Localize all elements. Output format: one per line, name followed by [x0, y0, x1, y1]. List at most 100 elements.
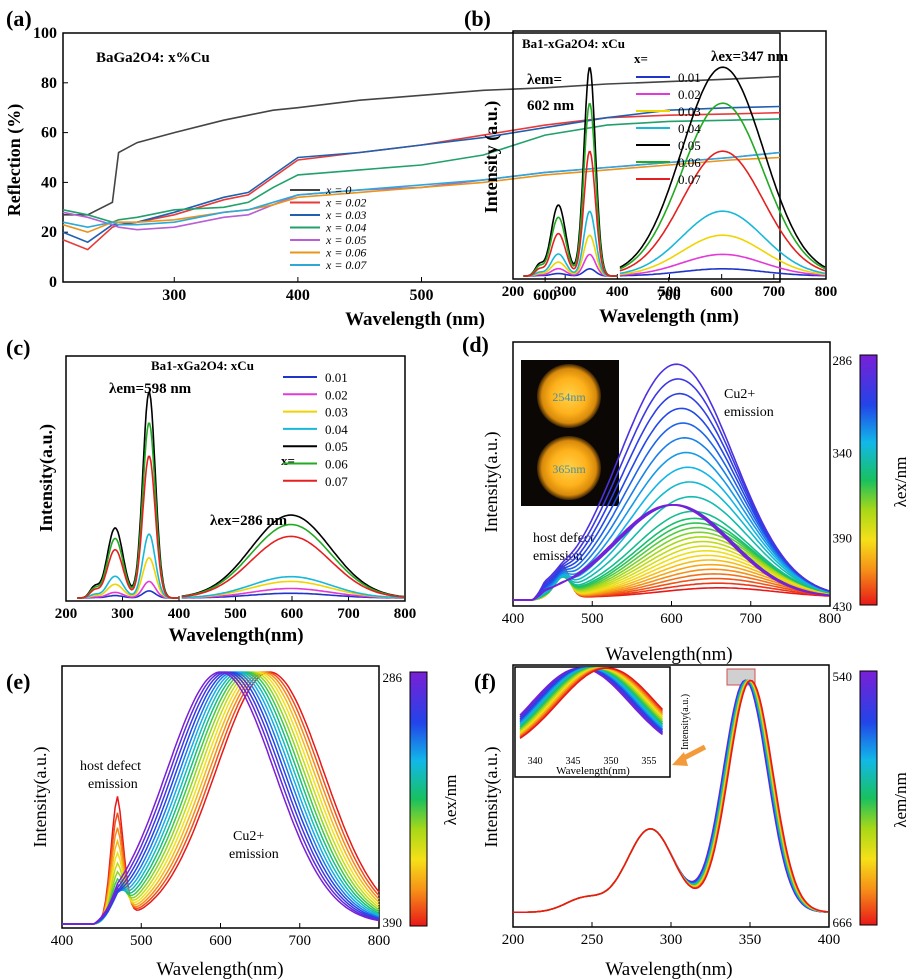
legend-label: 0.07 [325, 474, 348, 489]
emission-line [619, 102, 826, 270]
x-tick-label: 300 [660, 932, 683, 948]
colorbar-tick-label: 390 [383, 915, 403, 930]
panel-e-label: (e) [6, 669, 30, 694]
x-tick-label: 600 [660, 611, 683, 627]
excitation-line [523, 210, 618, 277]
legend-label: x = 0.06 [325, 246, 366, 260]
excitation-line [523, 268, 618, 277]
panel-d-colorbar-ticks: 286 340 390 430 [833, 353, 853, 614]
x-tick-label: 700 [740, 611, 763, 627]
x-tick-label: 300 [111, 606, 134, 622]
x-tick-label: 350 [739, 932, 762, 948]
panel-c-ylabel: Intensity(a.u.) [36, 424, 57, 532]
emission-line [181, 514, 404, 598]
panel-a-annotation: BaGa2O4: x%Cu [96, 50, 210, 66]
panel-d-colorbar [859, 354, 878, 606]
panel-d-ylabel: Intensity(a.u.) [481, 432, 502, 533]
legend-label: x = 0.07 [325, 258, 367, 272]
panel-b: (b) Ba1-xGa2O4: xCu x= λem= 602 nm λex=3… [464, 6, 837, 327]
emission-line [619, 66, 826, 269]
panel-e-annotation-host: host defect [80, 759, 141, 774]
excitation-line [523, 253, 618, 277]
emission-curve [513, 451, 830, 601]
excitation-line [77, 455, 179, 599]
emission-line [181, 575, 404, 599]
panel-b-series [523, 66, 826, 277]
series-line [62, 156, 781, 234]
inset-x-tick-label: 345 [566, 756, 581, 767]
x-tick-label: 200 [55, 606, 78, 622]
y-tick-label: 20 [41, 224, 57, 241]
panel-a-yticks: 0 20 40 60 80 100 [33, 25, 68, 291]
emission-curve [62, 671, 380, 925]
emission-line [181, 587, 404, 599]
panel-d-inset-label-254: 254nm [552, 390, 586, 404]
excitation-line [77, 557, 179, 599]
panel-c-title: Ba1-xGa2O4: xCu [151, 358, 254, 373]
x-tick-label: 800 [815, 284, 838, 300]
panel-c-annotation-em: λem=598 nm [109, 381, 192, 397]
legend-label: 0.05 [678, 138, 701, 153]
x-tick-label: 200 [502, 284, 525, 300]
x-tick-label: 250 [581, 932, 604, 948]
panel-b-annotation-em-value: 602 nm [527, 98, 575, 114]
emission-line [619, 268, 825, 277]
emission-curve [513, 466, 830, 601]
panel-d-annotation-host-emission: emission [533, 549, 583, 564]
x-tick-label: 600 [533, 287, 557, 304]
x-tick-label: 800 [368, 933, 391, 949]
legend-label: x = 0.02 [325, 196, 366, 210]
panel-a-frame [62, 32, 781, 283]
legend-label: 0.06 [325, 457, 348, 472]
legend-label: x = 0.05 [325, 233, 366, 247]
panel-c-annotation-ex: λex=286 nm [210, 513, 288, 529]
panel-a-xticks: 300 400 500 600 700 [162, 277, 681, 304]
panel-f-inset-ylabel: Intensity(a.u.) [680, 694, 691, 750]
panel-e-ylabel: Intensity(a.u.) [30, 747, 51, 848]
excitation-line [77, 580, 179, 599]
emission-curve [62, 671, 380, 925]
panel-b-legend-title: x= [634, 51, 648, 66]
emission-curve [513, 363, 830, 601]
colorbar-tick-label: 340 [833, 445, 853, 460]
panel-e-colorbar-ticks: 286 390 [383, 670, 403, 930]
colorbar-tick-label: 430 [833, 599, 853, 614]
panel-b-title: Ba1-xGa2O4: xCu [522, 36, 625, 51]
inset-curve [519, 667, 664, 739]
x-tick-label: 700 [657, 287, 681, 304]
panel-f-inset-series [519, 667, 664, 739]
panel-b-xticks: 200 300 400 500 600 700 800 [502, 274, 838, 300]
y-tick-label: 80 [41, 75, 57, 92]
colorbar-tick-label: 666 [833, 915, 853, 930]
legend-label: 0.07 [678, 172, 701, 187]
x-tick-label: 800 [394, 606, 417, 622]
colorbar-tick-label: 540 [833, 669, 853, 684]
panel-d-annotation-cu-emission: emission [724, 405, 774, 420]
panel-d-sample-365-glow [537, 436, 601, 500]
x-tick-label: 700 [289, 933, 312, 949]
legend-label: 0.03 [325, 405, 348, 420]
emission-line [619, 253, 826, 276]
emission-curve [62, 671, 380, 925]
series-line [63, 75, 781, 216]
emission-curve [62, 671, 380, 925]
legend-label: x = 0 [325, 183, 351, 197]
x-tick-label: 600 [209, 933, 232, 949]
legend-label: 0.06 [678, 155, 701, 170]
emission-curve [62, 671, 380, 925]
panel-b-annotation-ex: λex=347 nm [711, 49, 789, 65]
x-tick-label: 300 [554, 284, 577, 300]
panel-b-annotation-em: λem= [527, 72, 562, 88]
excitation-line [77, 422, 179, 599]
panel-b-ylabel: Intensity (a.u.) [481, 101, 502, 214]
legend-label: 0.02 [678, 87, 701, 102]
legend-label: 0.01 [678, 70, 701, 85]
panel-c-label: (c) [6, 335, 30, 360]
emission-curve [513, 481, 830, 601]
panel-a-series [62, 75, 781, 251]
panel-d-xticks: 400 500 600 700 800 [502, 601, 841, 627]
panel-f-xlabel: Wavelength(nm) [605, 959, 732, 979]
legend-label: 0.04 [678, 121, 701, 136]
legend-label: x = 0.04 [325, 221, 366, 235]
